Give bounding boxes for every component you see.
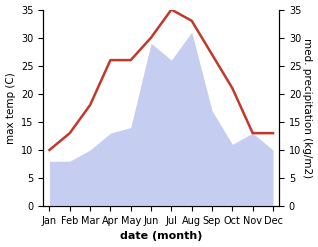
X-axis label: date (month): date (month) <box>120 231 203 242</box>
Y-axis label: med. precipitation (kg/m2): med. precipitation (kg/m2) <box>302 38 313 178</box>
Y-axis label: max temp (C): max temp (C) <box>5 72 16 144</box>
